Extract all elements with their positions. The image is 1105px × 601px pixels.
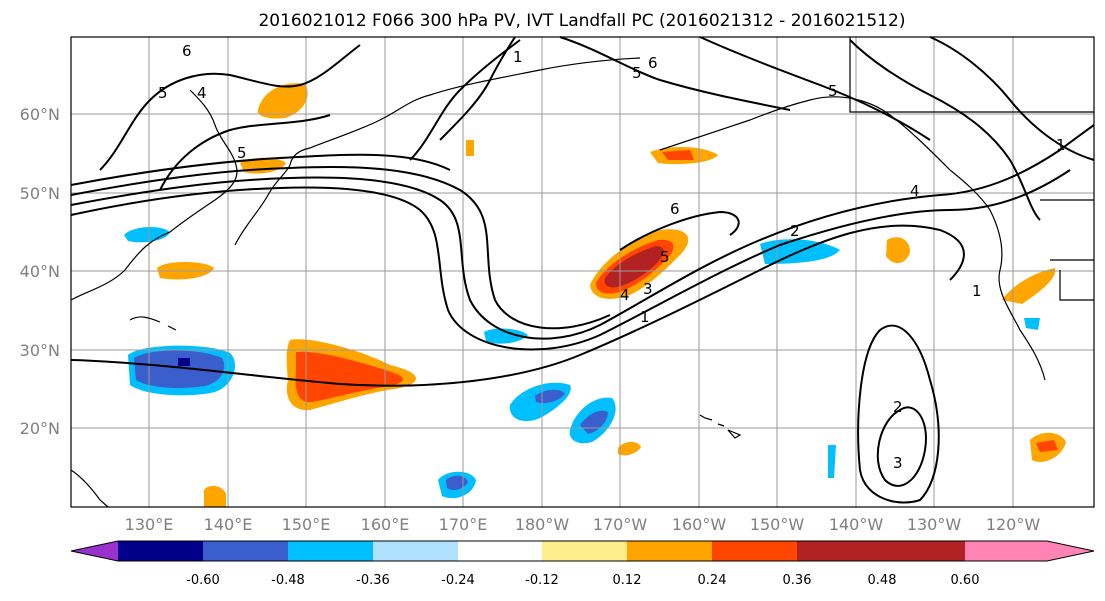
colorbar-segment <box>965 541 1047 561</box>
colorbar-segment <box>118 541 203 561</box>
lat-tick-label: 50°N <box>20 184 60 203</box>
negative-anomaly <box>124 226 170 243</box>
contour-label: 6 <box>648 54 658 72</box>
lon-tick-label: 170°E <box>439 515 488 534</box>
colorbar-extend-high <box>1047 541 1094 561</box>
contour-label: 5 <box>237 144 247 162</box>
longitude-labels: 130°E 140°E 150°E 160°E 170°E 180°W 170°… <box>125 515 1041 534</box>
colorbar-extend-low <box>71 541 118 561</box>
positive-anomaly <box>604 246 664 288</box>
contour-label: 3 <box>643 280 653 298</box>
lon-tick-label: 120°W <box>986 515 1041 534</box>
contour-label: 5 <box>828 82 838 100</box>
contour-label: 5 <box>632 64 642 82</box>
contour-label: 1 <box>972 282 982 300</box>
graticule <box>71 37 1094 507</box>
negative-anomaly <box>484 328 528 344</box>
lat-tick-label: 60°N <box>20 105 60 124</box>
colorbar-segment <box>373 541 458 561</box>
contour-label: 1 <box>640 308 650 326</box>
coastlines <box>70 37 1094 508</box>
lat-tick-label: 40°N <box>20 262 60 281</box>
lon-tick-label: 140°E <box>204 515 253 534</box>
contour-label: 2 <box>790 222 800 240</box>
lon-tick-label: 170°W <box>593 515 648 534</box>
negative-anomaly <box>134 350 225 388</box>
colorbar-tick-label: 0.36 <box>783 573 812 588</box>
contour-label: 6 <box>670 200 680 218</box>
lon-tick-label: 160°W <box>672 515 727 534</box>
lon-tick-label: 150°E <box>282 515 331 534</box>
contour-label: 4 <box>620 286 630 304</box>
positive-anomaly <box>886 237 910 264</box>
colorbar-segment <box>882 541 965 561</box>
colorbar-tick-label: 0.12 <box>613 573 642 588</box>
positive-anomaly <box>295 351 403 403</box>
colorbar-segment <box>458 541 542 561</box>
colorbar-tick-label: 0.24 <box>698 573 727 588</box>
positive-anomaly <box>466 140 474 156</box>
negative-anomaly <box>828 445 836 478</box>
pv-contour-labels: 1 1 2 2 3 3 4 4 4 5 5 5 5 5 6 6 6 1 1 <box>158 42 1066 472</box>
colorbar-tick-label: 0.60 <box>951 573 980 588</box>
colorbar-segment <box>542 541 627 561</box>
negative-anomaly <box>178 358 190 366</box>
figure-title: 2016021012 F066 300 hPa PV, IVT Landfall… <box>258 11 905 31</box>
colorbar-segment <box>288 541 373 561</box>
lon-tick-label: 150°W <box>750 515 805 534</box>
colorbar-tick-label: -0.12 <box>525 573 559 588</box>
lat-tick-label: 30°N <box>20 341 60 360</box>
positive-anomaly <box>1002 268 1056 304</box>
lon-tick-label: 180°W <box>515 515 570 534</box>
positive-anomaly <box>618 441 641 456</box>
lon-tick-label: 130°W <box>907 515 962 534</box>
contour-label: 6 <box>182 42 192 60</box>
colorbar-outline <box>70 540 1095 562</box>
ivt-shading <box>124 83 1066 507</box>
negative-anomaly <box>1024 318 1040 330</box>
map-panel: 1 1 2 2 3 3 4 4 4 5 5 5 5 5 6 6 6 1 1 <box>70 36 1095 508</box>
colorbar-tick-label: -0.24 <box>441 573 475 588</box>
contour-label: 4 <box>197 84 207 102</box>
lat-tick-label: 20°N <box>20 419 60 438</box>
pv-contours <box>70 36 1095 504</box>
colorbar-tick-label: -0.36 <box>356 573 390 588</box>
colorbar-segment <box>203 541 288 561</box>
lon-tick-label: 160°E <box>361 515 410 534</box>
colorbar: -0.60 -0.48 -0.36 -0.24 -0.12 0.12 0.24 … <box>70 540 1095 588</box>
lon-tick-label: 130°E <box>125 515 174 534</box>
contour-label: 3 <box>893 454 903 472</box>
contour-label: 1 <box>1056 136 1066 154</box>
colorbar-segment <box>797 541 882 561</box>
contour-label: 2 <box>893 398 903 416</box>
positive-anomaly <box>257 83 308 119</box>
contour-label: 5 <box>158 84 168 102</box>
colorbar-segment <box>627 541 712 561</box>
latitude-labels: 20°N 30°N 40°N 50°N 60°N <box>20 105 60 438</box>
positive-anomaly <box>204 485 226 507</box>
lon-tick-label: 140°W <box>829 515 884 534</box>
colorbar-tick-label: -0.60 <box>186 573 220 588</box>
map-frame <box>70 36 1095 508</box>
contour-label: 5 <box>660 248 670 266</box>
colorbar-segment <box>712 541 797 561</box>
colorbar-tick-label: -0.48 <box>271 573 305 588</box>
colorbar-tick-label: 0.48 <box>868 573 897 588</box>
positive-anomaly <box>662 150 694 160</box>
positive-anomaly <box>1036 440 1058 452</box>
contour-label: 4 <box>910 182 920 200</box>
colorbar-labels: -0.60 -0.48 -0.36 -0.24 -0.12 0.12 0.24 … <box>186 573 979 588</box>
contour-label: 1 <box>513 48 523 66</box>
